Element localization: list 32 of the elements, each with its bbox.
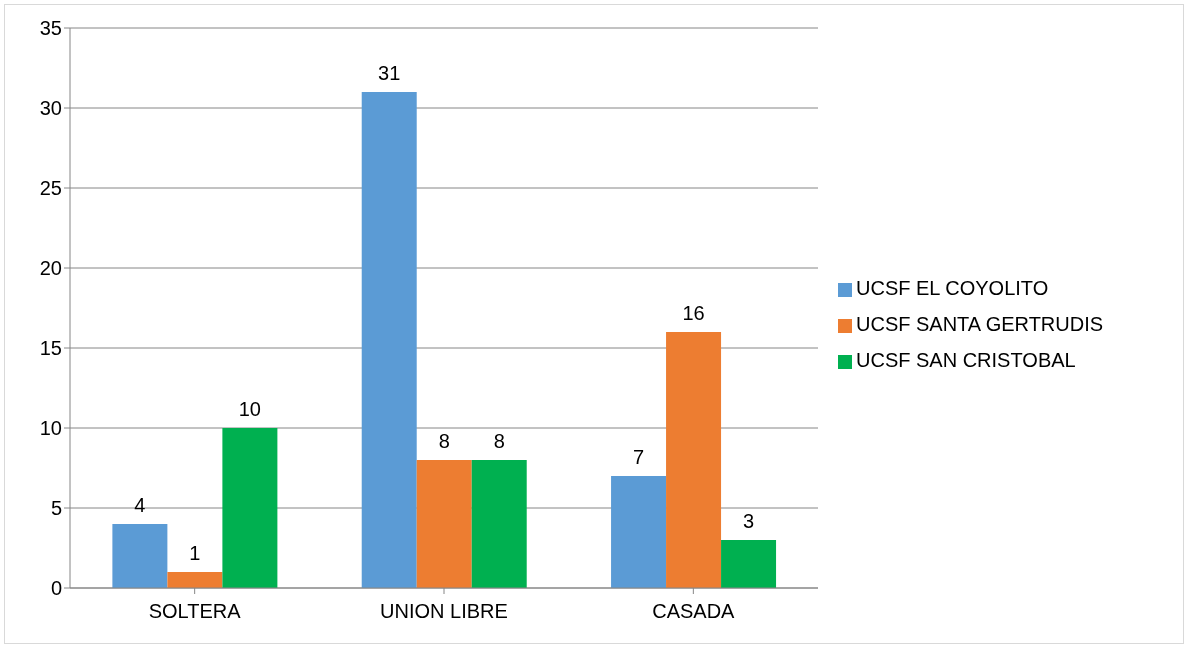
bar [721,540,777,588]
x-tick-label: SOLTERA [148,600,242,623]
y-tick-label: 20 [39,257,62,280]
data-label: 7 [632,446,645,468]
x-tick-label: CASADA [652,600,736,623]
data-label: 8 [493,430,505,452]
legend-label: UCSF EL COYOLITO [856,277,1049,299]
bar [361,92,417,588]
data-label: 3 [742,510,755,532]
x-tick-label: UNION LIBRE [380,600,508,623]
data-label: 16 [682,302,705,324]
bar [112,524,168,588]
y-tick-label: 30 [39,97,62,120]
legend-label: UCSF SAN CRISTOBAL [856,349,1076,371]
bar [167,572,223,588]
bar [222,428,278,588]
y-tick-label: 0 [50,577,62,600]
bar [666,332,722,588]
y-tick-label: 35 [39,17,62,40]
y-tick-label: 5 [50,497,62,520]
y-tick-label: 15 [39,337,62,360]
y-tick-label: 25 [39,177,62,200]
y-tick-label: 10 [39,417,62,440]
legend-label: UCSF SANTA GERTRUDIS [856,313,1104,335]
data-label: 10 [238,398,262,420]
bar [471,460,527,588]
data-label: 8 [438,430,450,452]
bar [416,460,472,588]
data-label: 31 [378,62,401,84]
data-label: 4 [134,494,146,516]
bar [611,476,667,588]
data-label: 1 [189,542,201,564]
